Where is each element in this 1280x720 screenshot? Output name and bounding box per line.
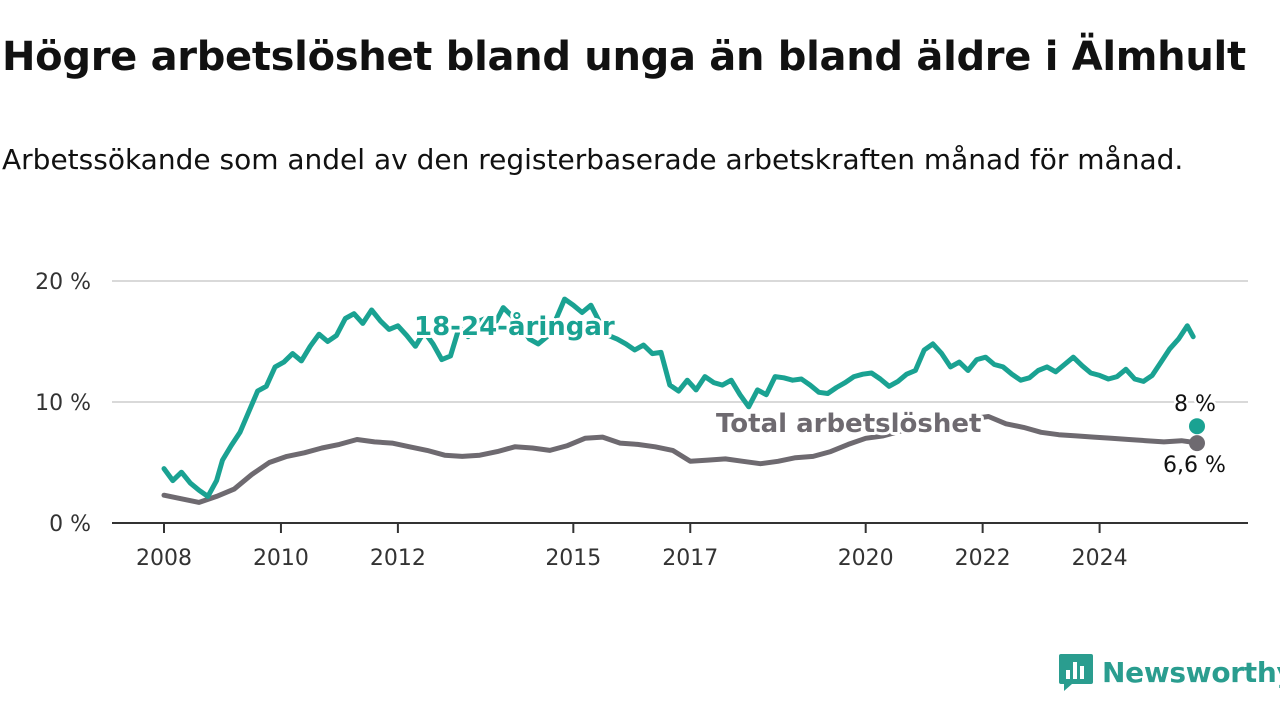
x-tick-label: 2008	[136, 546, 192, 571]
end-label-total: 6,6 %	[1163, 453, 1226, 478]
brand-name: Newsworthy	[1102, 655, 1280, 689]
series-end-dot-youth	[1189, 418, 1205, 435]
y-tick-label: 10 %	[35, 391, 91, 416]
newsworthy-brand: Newsworthy	[1058, 652, 1280, 692]
x-tick-label: 2010	[253, 546, 309, 571]
x-axis: 2008 2010 2012 2015 2017 2020 2022 2024	[112, 522, 1248, 571]
series-label-total: Total arbetslöshet	[716, 409, 981, 439]
series-label-youth: 18-24-åringar	[414, 310, 615, 342]
gridlines	[112, 280, 1248, 403]
series-line-youth	[161, 296, 1196, 499]
x-tick-label: 2015	[545, 546, 601, 571]
end-label-total-halo: 6,6 %	[1163, 453, 1226, 478]
series-lines	[161, 296, 1205, 505]
newsworthy-logo-icon	[1059, 654, 1093, 691]
chart-title: Högre arbetslöshet bland unga än bland ä…	[2, 34, 1246, 80]
series-line-total	[161, 414, 1202, 505]
end-label-youth-halo: 8 %	[1174, 392, 1216, 417]
end-label-youth: 8 %	[1174, 392, 1216, 417]
x-tick-label: 2024	[1072, 546, 1128, 571]
x-tick-label: 2020	[838, 546, 894, 571]
x-tick-label: 2017	[662, 546, 718, 571]
x-tick-label: 2022	[955, 546, 1011, 571]
series-end-dot-total	[1189, 435, 1205, 452]
series-label-youth-halo: 18-24-åringar	[414, 310, 615, 342]
y-tick-label: 20 %	[35, 270, 91, 295]
series-label-total-halo: Total arbetslöshet	[716, 409, 981, 439]
x-tick-label: 2012	[370, 546, 426, 571]
chart-subtitle: Arbetssökande som andel av den registerb…	[2, 143, 1184, 176]
y-tick-label: 0 %	[49, 512, 91, 537]
y-axis-ticks: 0 % 10 % 20 %	[35, 270, 91, 537]
